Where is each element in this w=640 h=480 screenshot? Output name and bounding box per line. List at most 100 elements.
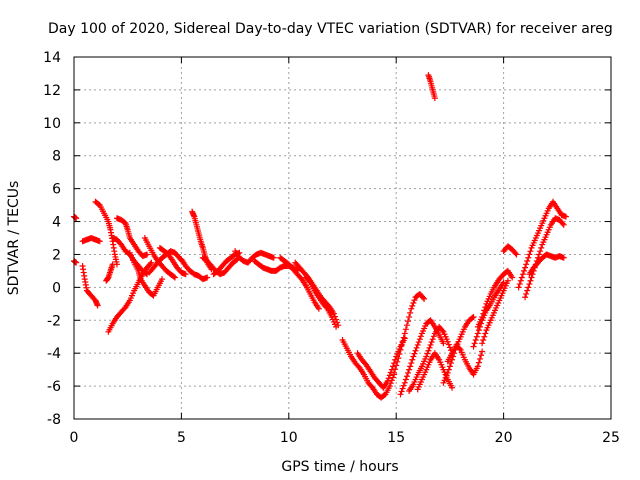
- data-point: [406, 313, 413, 320]
- y-tick-label: 12: [43, 83, 61, 99]
- data-point: [519, 271, 526, 278]
- y-axis: -8 -6 -4 -2 0 2 4 6 8 10 12 14: [43, 50, 611, 428]
- data-point: [398, 342, 405, 349]
- data-point: [170, 273, 177, 280]
- y-tick-label: -2: [47, 313, 61, 329]
- data-point: [560, 221, 567, 228]
- data-point: [447, 360, 454, 367]
- data-point: [445, 366, 452, 373]
- data-point: [409, 302, 416, 309]
- data-point: [410, 353, 417, 360]
- y-tick-label: 10: [43, 116, 61, 132]
- data-point: [306, 278, 313, 285]
- data-point: [391, 369, 398, 376]
- data-point: [440, 340, 447, 347]
- data-point: [504, 277, 511, 284]
- data-point: [559, 220, 566, 227]
- data-point: [204, 274, 211, 281]
- data-point: [512, 250, 519, 257]
- data-point: [400, 382, 407, 389]
- data-point: [425, 347, 432, 354]
- data-point: [421, 295, 428, 302]
- chart-title: Day 100 of 2020, Sidereal Day-to-day VTE…: [48, 21, 613, 37]
- data-point: [446, 363, 453, 370]
- y-tick-label: -8: [47, 412, 61, 428]
- data-point: [517, 277, 524, 284]
- data-point: [474, 330, 481, 337]
- data-point: [401, 330, 408, 337]
- data-point: [406, 366, 413, 373]
- data-point: [475, 327, 482, 334]
- data-point: [521, 267, 528, 274]
- data-point: [428, 339, 435, 346]
- data-point: [389, 374, 396, 381]
- data-point: [415, 339, 422, 346]
- data-point: [480, 310, 487, 317]
- data-point: [384, 378, 391, 385]
- data-point: [397, 346, 404, 353]
- data-point: [397, 391, 404, 398]
- data-point: [527, 277, 534, 284]
- data-point: [516, 281, 523, 288]
- y-tick-label: 2: [52, 247, 61, 263]
- data-point: [470, 313, 477, 320]
- data-point: [408, 305, 415, 312]
- data-point: [439, 327, 446, 334]
- data-point: [333, 323, 340, 330]
- data-point: [538, 244, 545, 251]
- data-point: [513, 251, 520, 258]
- data-point: [475, 359, 482, 366]
- data-point: [407, 363, 414, 370]
- x-tick-label: 10: [280, 430, 298, 446]
- data-point: [270, 254, 277, 261]
- data-point: [481, 333, 488, 340]
- data-point: [424, 350, 431, 357]
- data-point: [537, 248, 544, 255]
- data-point: [474, 363, 481, 370]
- data-points: [71, 72, 569, 401]
- data-point: [144, 251, 151, 258]
- data-point: [233, 257, 240, 264]
- data-point: [403, 373, 410, 380]
- y-tick-label: -4: [47, 346, 61, 362]
- data-point: [109, 261, 116, 268]
- y-tick-label: 8: [52, 149, 61, 165]
- data-point: [444, 338, 451, 345]
- data-point: [528, 274, 535, 281]
- data-point: [400, 334, 407, 341]
- data-point: [480, 337, 487, 344]
- plot-frame: [73, 56, 612, 420]
- data-point: [392, 366, 399, 373]
- data-point: [171, 274, 178, 281]
- data-point: [470, 343, 477, 350]
- data-point: [500, 279, 507, 286]
- data-point: [522, 264, 529, 271]
- data-point: [148, 259, 155, 266]
- data-point: [394, 358, 401, 365]
- data-point: [526, 281, 533, 288]
- data-point: [412, 347, 419, 354]
- x-axis-label: GPS time / hours: [281, 459, 398, 475]
- x-tick-label: 20: [495, 430, 513, 446]
- data-point: [479, 348, 486, 355]
- data-point: [515, 284, 522, 291]
- data-point: [456, 345, 463, 352]
- x-tick-label: 0: [70, 430, 79, 446]
- data-point: [315, 305, 322, 312]
- data-point: [393, 362, 400, 369]
- data-point: [476, 355, 483, 362]
- data-point: [527, 248, 534, 255]
- y-tick-label: -6: [47, 379, 61, 395]
- data-point: [472, 337, 479, 344]
- data-point: [416, 336, 423, 343]
- data-point: [478, 352, 485, 359]
- data-point: [414, 341, 421, 348]
- data-point: [518, 274, 525, 281]
- data-point: [446, 344, 453, 351]
- data-point: [536, 251, 543, 258]
- grid: [74, 57, 611, 419]
- data-point: [159, 276, 166, 283]
- data-point: [482, 330, 489, 337]
- data-point: [429, 336, 436, 343]
- data-point: [403, 322, 410, 329]
